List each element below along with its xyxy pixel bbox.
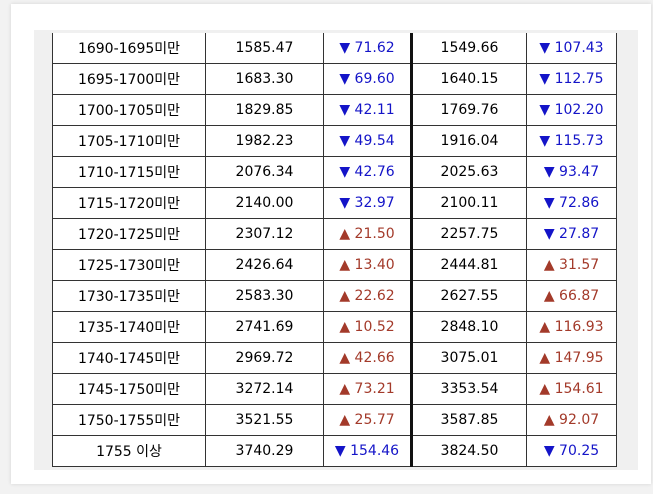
range-cell: 1755 이상: [52, 435, 206, 467]
value-1-cell: 2140.00: [205, 187, 324, 219]
value-2-cell: 1916.04: [410, 125, 527, 157]
table-row: 1715-1720미만 2140.00 ▼ 32.97 2100.11 ▼ 72.86: [52, 187, 617, 219]
price-range-table: 1690-1695미만 1585.47 ▼ 71.62 1549.66 ▼ 107.43…: [52, 33, 617, 467]
table-row: 1710-1715미만 2076.34 ▼ 42.76 2025.63 ▼ 93.47: [52, 156, 617, 188]
value-2-cell: 2257.75: [410, 218, 527, 250]
change-1-cell: ▼ 32.97: [323, 187, 412, 219]
change-2-cell: ▼ 27.87: [526, 218, 617, 250]
value-2-cell: 3075.01: [410, 342, 527, 374]
value-1-cell: 3521.55: [205, 404, 324, 436]
value-1-cell: 2741.69: [205, 311, 324, 343]
value-2-cell: 1549.66: [410, 33, 527, 64]
table-row: 1730-1735미만 2583.30 ▲ 22.62 2627.55 ▲ 66.87: [52, 280, 617, 312]
change-2-cell: ▼ 72.86: [526, 187, 617, 219]
change-1-cell: ▲ 10.52: [323, 311, 412, 343]
range-cell: 1700-1705미만: [52, 94, 206, 126]
range-cell: 1750-1755미만: [52, 404, 206, 436]
range-cell: 1720-1725미만: [52, 218, 206, 250]
table-row: 1720-1725미만 2307.12 ▲ 21.50 2257.75 ▼ 27.87: [52, 218, 617, 250]
value-2-cell: 2025.63: [410, 156, 527, 188]
change-2-cell: ▲ 92.07: [526, 404, 617, 436]
table-row: 1735-1740미만 2741.69 ▲ 10.52 2848.10 ▲ 116.93: [52, 311, 617, 343]
value-2-cell: 2627.55: [410, 280, 527, 312]
change-2-cell: ▲ 116.93: [526, 311, 617, 343]
table-row: 1755 이상 3740.29 ▼ 154.46 3824.50 ▼ 70.25: [52, 435, 617, 467]
range-cell: 1710-1715미만: [52, 156, 206, 188]
change-1-cell: ▲ 13.40: [323, 249, 412, 281]
table-row: 1740-1745미만 2969.72 ▲ 42.66 3075.01 ▲ 147.95: [52, 342, 617, 374]
range-cell: 1715-1720미만: [52, 187, 206, 219]
value-2-cell: 1769.76: [410, 94, 527, 126]
change-2-cell: ▼ 102.20: [526, 94, 617, 126]
range-cell: 1705-1710미만: [52, 125, 206, 157]
change-2-cell: ▲ 66.87: [526, 280, 617, 312]
table-body: 1690-1695미만 1585.47 ▼ 71.62 1549.66 ▼ 107.43…: [52, 33, 617, 467]
value-1-cell: 2076.34: [205, 156, 324, 188]
value-1-cell: 1982.23: [205, 125, 324, 157]
change-1-cell: ▲ 73.21: [323, 373, 412, 405]
table-row: 1700-1705미만 1829.85 ▼ 42.11 1769.76 ▼ 102.20: [52, 94, 617, 126]
value-1-cell: 2969.72: [205, 342, 324, 374]
change-2-cell: ▼ 70.25: [526, 435, 617, 467]
range-cell: 1745-1750미만: [52, 373, 206, 405]
value-1-cell: 2583.30: [205, 280, 324, 312]
change-2-cell: ▲ 154.61: [526, 373, 617, 405]
change-1-cell: ▼ 69.60: [323, 63, 412, 95]
change-2-cell: ▼ 112.75: [526, 63, 617, 95]
table-row: 1705-1710미만 1982.23 ▼ 49.54 1916.04 ▼ 115.73: [52, 125, 617, 157]
range-cell: 1740-1745미만: [52, 342, 206, 374]
value-1-cell: 1683.30: [205, 63, 324, 95]
value-2-cell: 3353.54: [410, 373, 527, 405]
change-1-cell: ▼ 42.11: [323, 94, 412, 126]
value-2-cell: 1640.15: [410, 63, 527, 95]
value-2-cell: 2100.11: [410, 187, 527, 219]
value-2-cell: 2444.81: [410, 249, 527, 281]
change-1-cell: ▲ 42.66: [323, 342, 412, 374]
change-1-cell: ▼ 71.62: [323, 33, 412, 64]
table-row: 1750-1755미만 3521.55 ▲ 25.77 3587.85 ▲ 92.07: [52, 404, 617, 436]
table-row: 1690-1695미만 1585.47 ▼ 71.62 1549.66 ▼ 107.43: [52, 33, 617, 64]
value-1-cell: 3272.14: [205, 373, 324, 405]
value-1-cell: 1829.85: [205, 94, 324, 126]
range-cell: 1730-1735미만: [52, 280, 206, 312]
value-1-cell: 2307.12: [205, 218, 324, 250]
table-row: 1745-1750미만 3272.14 ▲ 73.21 3353.54 ▲ 154.61: [52, 373, 617, 405]
table-row: 1695-1700미만 1683.30 ▼ 69.60 1640.15 ▼ 112.75: [52, 63, 617, 95]
change-2-cell: ▼ 115.73: [526, 125, 617, 157]
value-1-cell: 3740.29: [205, 435, 324, 467]
range-cell: 1735-1740미만: [52, 311, 206, 343]
value-2-cell: 3824.50: [410, 435, 527, 467]
change-1-cell: ▼ 154.46: [323, 435, 412, 467]
value-2-cell: 3587.85: [410, 404, 527, 436]
change-1-cell: ▼ 49.54: [323, 125, 412, 157]
change-2-cell: ▲ 31.57: [526, 249, 617, 281]
value-1-cell: 2426.64: [205, 249, 324, 281]
change-1-cell: ▲ 21.50: [323, 218, 412, 250]
range-cell: 1725-1730미만: [52, 249, 206, 281]
value-2-cell: 2848.10: [410, 311, 527, 343]
change-1-cell: ▲ 22.62: [323, 280, 412, 312]
range-cell: 1695-1700미만: [52, 63, 206, 95]
change-2-cell: ▼ 107.43: [526, 33, 617, 64]
value-1-cell: 1585.47: [205, 33, 324, 64]
change-2-cell: ▼ 93.47: [526, 156, 617, 188]
change-2-cell: ▲ 147.95: [526, 342, 617, 374]
range-cell: 1690-1695미만: [52, 33, 206, 64]
table-row: 1725-1730미만 2426.64 ▲ 13.40 2444.81 ▲ 31.57: [52, 249, 617, 281]
change-1-cell: ▲ 25.77: [323, 404, 412, 436]
change-1-cell: ▼ 42.76: [323, 156, 412, 188]
